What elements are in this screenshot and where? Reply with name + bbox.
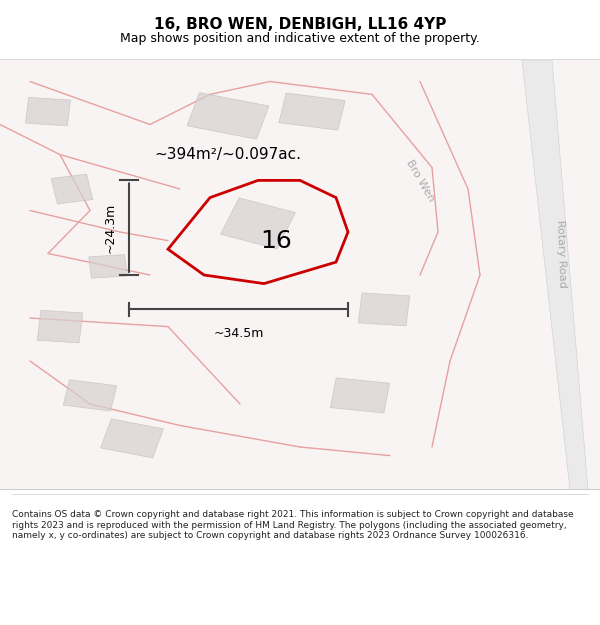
Polygon shape <box>331 378 389 413</box>
Text: ~34.5m: ~34.5m <box>214 327 263 339</box>
Polygon shape <box>51 174 93 204</box>
Text: ~394m²/~0.097ac.: ~394m²/~0.097ac. <box>155 147 302 162</box>
Polygon shape <box>358 293 410 326</box>
Polygon shape <box>89 254 127 278</box>
Polygon shape <box>63 380 117 411</box>
Polygon shape <box>221 198 295 249</box>
Text: Rotary Road: Rotary Road <box>555 219 567 288</box>
Text: Map shows position and indicative extent of the property.: Map shows position and indicative extent… <box>120 32 480 45</box>
Polygon shape <box>522 60 588 490</box>
Polygon shape <box>37 310 83 343</box>
Text: Bro Wen: Bro Wen <box>404 158 436 203</box>
Text: 16: 16 <box>260 229 292 253</box>
Polygon shape <box>100 419 164 458</box>
Polygon shape <box>26 98 70 126</box>
Polygon shape <box>187 92 269 139</box>
Text: ~24.3m: ~24.3m <box>104 202 117 253</box>
Text: 16, BRO WEN, DENBIGH, LL16 4YP: 16, BRO WEN, DENBIGH, LL16 4YP <box>154 17 446 32</box>
Polygon shape <box>279 93 345 130</box>
Text: Contains OS data © Crown copyright and database right 2021. This information is : Contains OS data © Crown copyright and d… <box>12 510 574 540</box>
